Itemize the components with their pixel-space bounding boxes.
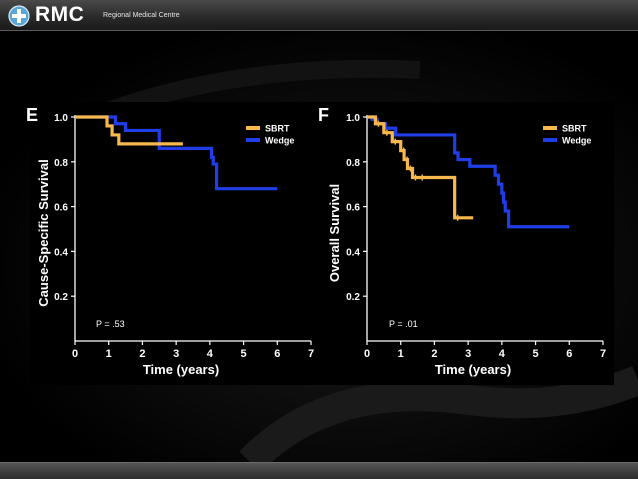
x-axis-label: Time (years)	[143, 362, 219, 377]
panel-label: F	[318, 105, 329, 125]
y-axis-label: Overall Survival	[327, 184, 342, 282]
panel-label: E	[26, 105, 38, 125]
p-value: P = .53	[96, 319, 125, 329]
y-tick-label: 1.0	[54, 113, 68, 124]
cross-badge-icon	[8, 5, 30, 27]
p-value: P = .01	[389, 319, 418, 329]
x-tick-label: 0	[364, 348, 370, 360]
x-tick-label: 4	[499, 348, 506, 360]
x-tick-label: 7	[600, 348, 606, 360]
y-tick-label: 0.4	[346, 247, 360, 258]
panel-background	[322, 102, 614, 385]
legend-label: SBRT	[562, 124, 587, 134]
y-tick-label: 0.2	[346, 292, 360, 303]
series-line-wedge	[75, 115, 278, 191]
series-line-sbrt	[75, 115, 183, 146]
legend-label: Wedge	[562, 136, 591, 146]
y-tick-label: 0.4	[54, 247, 68, 258]
x-tick-label: 3	[465, 348, 471, 360]
y-tick-label: 0.6	[346, 203, 360, 214]
series-line-wedge	[367, 115, 570, 229]
x-tick-label: 7	[308, 348, 314, 360]
x-tick-label: 0	[72, 348, 78, 360]
y-tick-label: 0.6	[54, 203, 68, 214]
x-tick-label: 3	[173, 348, 179, 360]
legend-label: Wedge	[265, 136, 294, 146]
chart-f: 0 1 2 3 4 5 6 7 0.2 0.4 0.6 0.8 1.0 Time (years) Overa…	[318, 105, 606, 377]
y-tick-label: 0.8	[346, 158, 360, 169]
legend-label: SBRT	[265, 124, 290, 134]
x-tick-label: 5	[241, 348, 247, 360]
x-tick-label: 2	[431, 348, 437, 360]
header-bar: RMC Regional Medical Centre	[0, 0, 638, 31]
chart-e: 0 1 2 3 4 5 6 7 0.2 0.4 0.6 0.8 1.0 Time (years) Cause…	[26, 105, 314, 377]
footer-bar	[0, 462, 638, 479]
x-tick-label: 1	[398, 348, 404, 360]
x-tick-label: 1	[106, 348, 112, 360]
brand-name: RMC	[35, 3, 85, 26]
x-axis-label: Time (years)	[435, 362, 511, 377]
brand-subtitle: Regional Medical Centre	[103, 12, 180, 19]
x-tick-label: 2	[139, 348, 145, 360]
y-axis-label: Cause-Specific Survival	[36, 159, 51, 306]
x-tick-label: 6	[566, 348, 572, 360]
y-tick-label: 1.0	[346, 113, 360, 124]
y-tick-label: 0.8	[54, 158, 68, 169]
x-tick-label: 6	[274, 348, 280, 360]
x-tick-label: 5	[533, 348, 539, 360]
y-tick-label: 0.2	[54, 292, 68, 303]
x-tick-label: 4	[207, 348, 214, 360]
